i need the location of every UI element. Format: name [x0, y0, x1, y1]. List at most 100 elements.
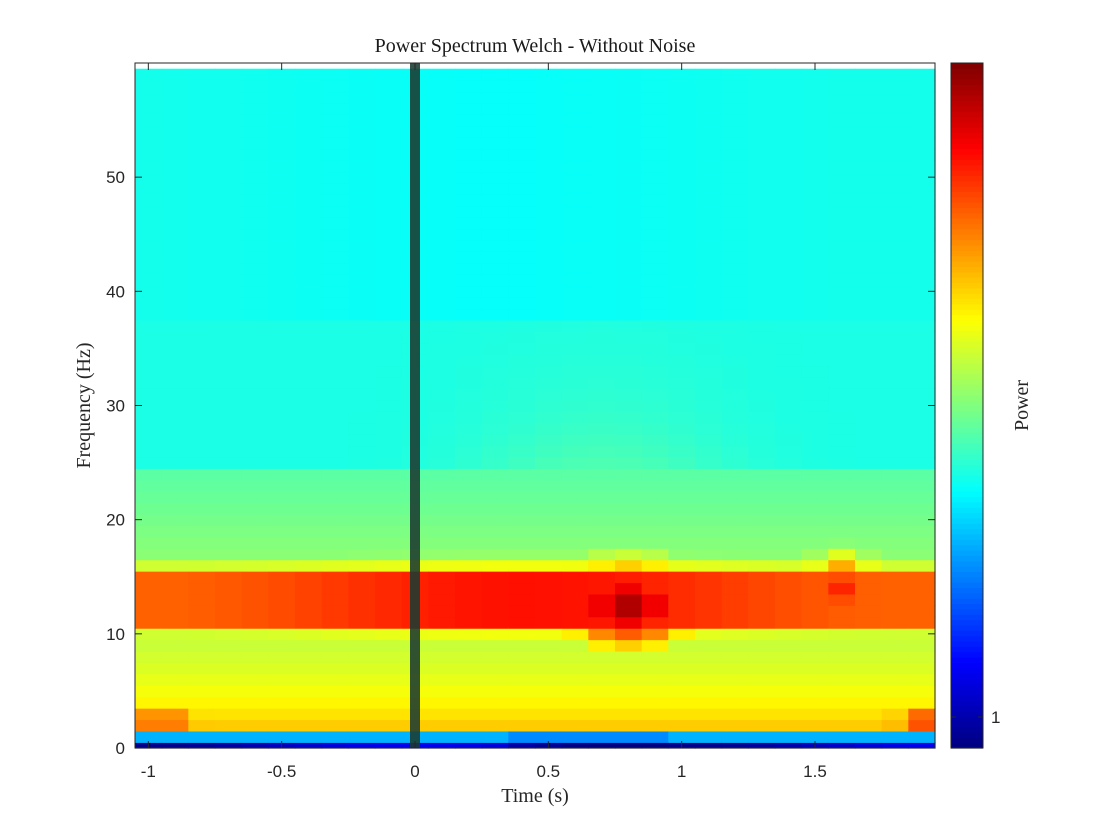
heatmap-cell: [241, 274, 269, 287]
heatmap-cell: [508, 125, 536, 138]
heatmap-cell: [215, 479, 243, 492]
heatmap-cell: [535, 445, 563, 458]
heatmap-cell: [561, 399, 589, 412]
heatmap-cell: [321, 194, 349, 207]
heatmap-cell: [615, 559, 643, 572]
heatmap-cell: [588, 160, 616, 173]
heatmap-cell: [321, 308, 349, 321]
colorbar-segment: [951, 475, 983, 482]
heatmap-cell: [188, 434, 216, 447]
heatmap-cell: [188, 639, 216, 652]
heatmap-cell: [561, 365, 589, 378]
heatmap-cell: [241, 399, 269, 412]
heatmap-cell: [161, 68, 189, 81]
colorbar-segment: [951, 539, 983, 546]
heatmap-cell: [721, 662, 749, 675]
heatmap-cell: [775, 730, 803, 743]
heatmap-cell: [241, 708, 269, 721]
heatmap-cell: [561, 68, 589, 81]
heatmap-cell: [641, 160, 669, 173]
heatmap-cell: [828, 228, 856, 241]
heatmap-cell: [348, 137, 376, 150]
x-tick-label: 0: [410, 762, 419, 781]
heatmap-cell: [748, 616, 776, 629]
heatmap-cell: [748, 319, 776, 332]
heatmap-cell: [668, 171, 696, 184]
colorbar-segment: [951, 426, 983, 433]
heatmap-cell: [881, 685, 909, 698]
heatmap-cell: [855, 491, 883, 504]
heatmap-cell: [881, 365, 909, 378]
heatmap-cell: [321, 171, 349, 184]
heatmap-cell: [748, 114, 776, 127]
heatmap-cell: [855, 80, 883, 93]
colorbar-segment: [951, 501, 983, 508]
heatmap-cell: [668, 548, 696, 561]
heatmap-cell: [668, 354, 696, 367]
heatmap-cell: [881, 205, 909, 218]
heatmap-cell: [161, 708, 189, 721]
heatmap-cell: [535, 456, 563, 469]
heatmap-cell: [801, 650, 829, 663]
heatmap-cell: [161, 616, 189, 629]
heatmap-cell: [268, 445, 296, 458]
heatmap-cell: [428, 525, 456, 538]
heatmap-cell: [215, 422, 243, 435]
heatmap-cell: [241, 182, 269, 195]
heatmap-cell: [161, 525, 189, 538]
heatmap-cell: [748, 730, 776, 743]
heatmap-cell: [561, 251, 589, 264]
heatmap-cell: [748, 331, 776, 344]
heatmap-cell: [801, 479, 829, 492]
heatmap-cell: [588, 137, 616, 150]
heatmap-cell: [348, 251, 376, 264]
heatmap-cell: [801, 434, 829, 447]
heatmap-cell: [775, 102, 803, 115]
colorbar-segment: [951, 667, 983, 674]
heatmap-cell: [588, 571, 616, 584]
heatmap-cell: [801, 605, 829, 618]
heatmap-cell: [241, 194, 269, 207]
heatmap-cell: [348, 376, 376, 389]
heatmap-cell: [188, 696, 216, 709]
heatmap-cell: [615, 354, 643, 367]
heatmap-cell: [641, 685, 669, 698]
colorbar-segment: [951, 244, 983, 251]
colorbar-segment: [951, 608, 983, 615]
heatmap-cell: [615, 571, 643, 584]
colorbar-segment: [951, 63, 983, 69]
heatmap-cell: [188, 628, 216, 641]
heatmap-cell: [241, 125, 269, 138]
colorbar-segment: [951, 153, 983, 160]
heatmap-cell: [241, 582, 269, 595]
heatmap-cell: [695, 662, 723, 675]
heatmap-cell: [295, 182, 323, 195]
heatmap-cell: [508, 148, 536, 161]
heatmap-cell: [428, 125, 456, 138]
heatmap-cell: [481, 628, 509, 641]
heatmap-cell: [321, 536, 349, 549]
heatmap-cell: [828, 445, 856, 458]
heatmap-cell: [668, 388, 696, 401]
heatmap-cell: [375, 673, 403, 686]
heatmap-cell: [561, 685, 589, 698]
heatmap-cell: [188, 593, 216, 606]
heatmap-cell: [295, 730, 323, 743]
heatmap-cell: [455, 502, 483, 515]
heatmap-cell: [668, 217, 696, 230]
heatmap-cell: [561, 513, 589, 526]
heatmap-cell: [428, 502, 456, 515]
heatmap-cell: [908, 593, 936, 606]
heatmap-cell: [535, 491, 563, 504]
colorbar-segment: [951, 416, 983, 423]
heatmap-cell: [135, 148, 163, 161]
heatmap-cell: [135, 80, 163, 93]
heatmap-cell: [588, 274, 616, 287]
heatmap-cell: [908, 388, 936, 401]
heatmap-cell: [748, 536, 776, 549]
heatmap-cell: [268, 491, 296, 504]
heatmap-cell: [641, 422, 669, 435]
colorbar-segment: [951, 389, 983, 396]
heatmap-cell: [241, 102, 269, 115]
heatmap-cell: [615, 297, 643, 310]
